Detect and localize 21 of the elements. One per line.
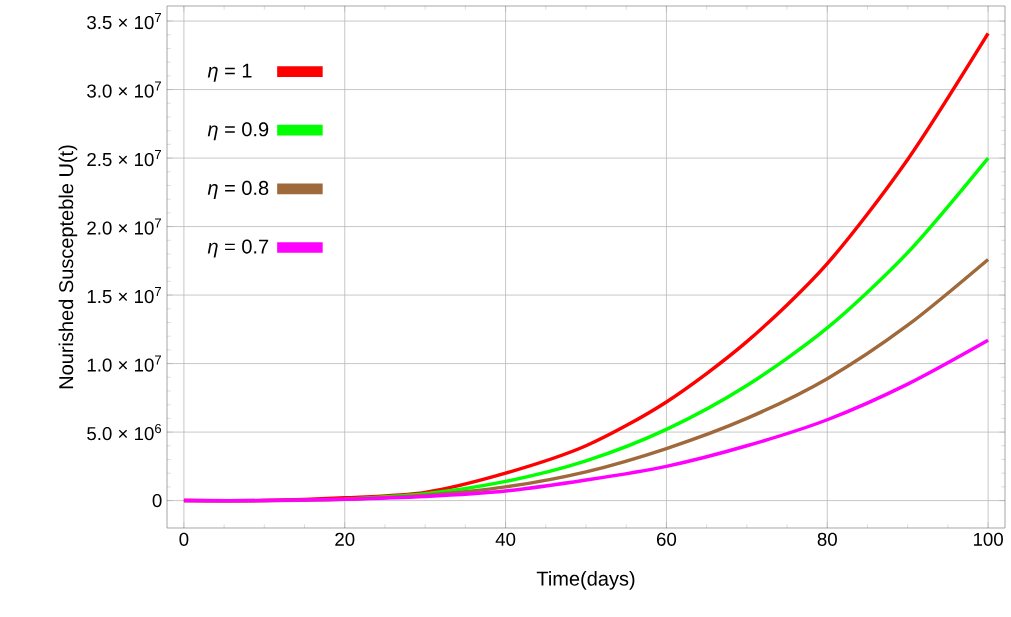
legend-label: η = 0.7: [207, 239, 269, 258]
y-tick-label: 0: [152, 493, 162, 508]
x-tick-label: 60: [656, 532, 677, 546]
x-tick-label: 80: [817, 532, 837, 546]
legend-label: η = 0.9: [207, 122, 269, 141]
y-tick-label: 2.5 × 10$^{7}$: [87, 149, 161, 167]
y-tick-label: 1.5 × 10$^{7}$: [87, 287, 161, 304]
x-axis-title: Time(days): [536, 571, 635, 590]
x-tick-label: 100: [973, 532, 1003, 546]
legend-label: η = 0.8: [207, 180, 269, 199]
x-tick-label: 0: [179, 532, 189, 546]
y-tick-label: 3.5 × 10$^{7}$: [87, 12, 161, 30]
y-tick-label: 2.0 × 10$^{7}$: [87, 218, 161, 235]
x-tick-label: 40: [495, 532, 516, 546]
y-tick-label: 3.0 × 10$^{7}$: [87, 81, 161, 98]
legend-label: η = 1: [207, 63, 252, 82]
line-series: [182, 338, 990, 503]
y-axis-title: Nourished Suscepteble U(t): [58, 145, 78, 389]
x-tick-label: 20: [335, 532, 355, 546]
y-tick-label: 1.0 × 10$^{7}$: [87, 355, 161, 372]
y-tick-label: 5.0 × 10$^{6}$: [87, 423, 162, 441]
